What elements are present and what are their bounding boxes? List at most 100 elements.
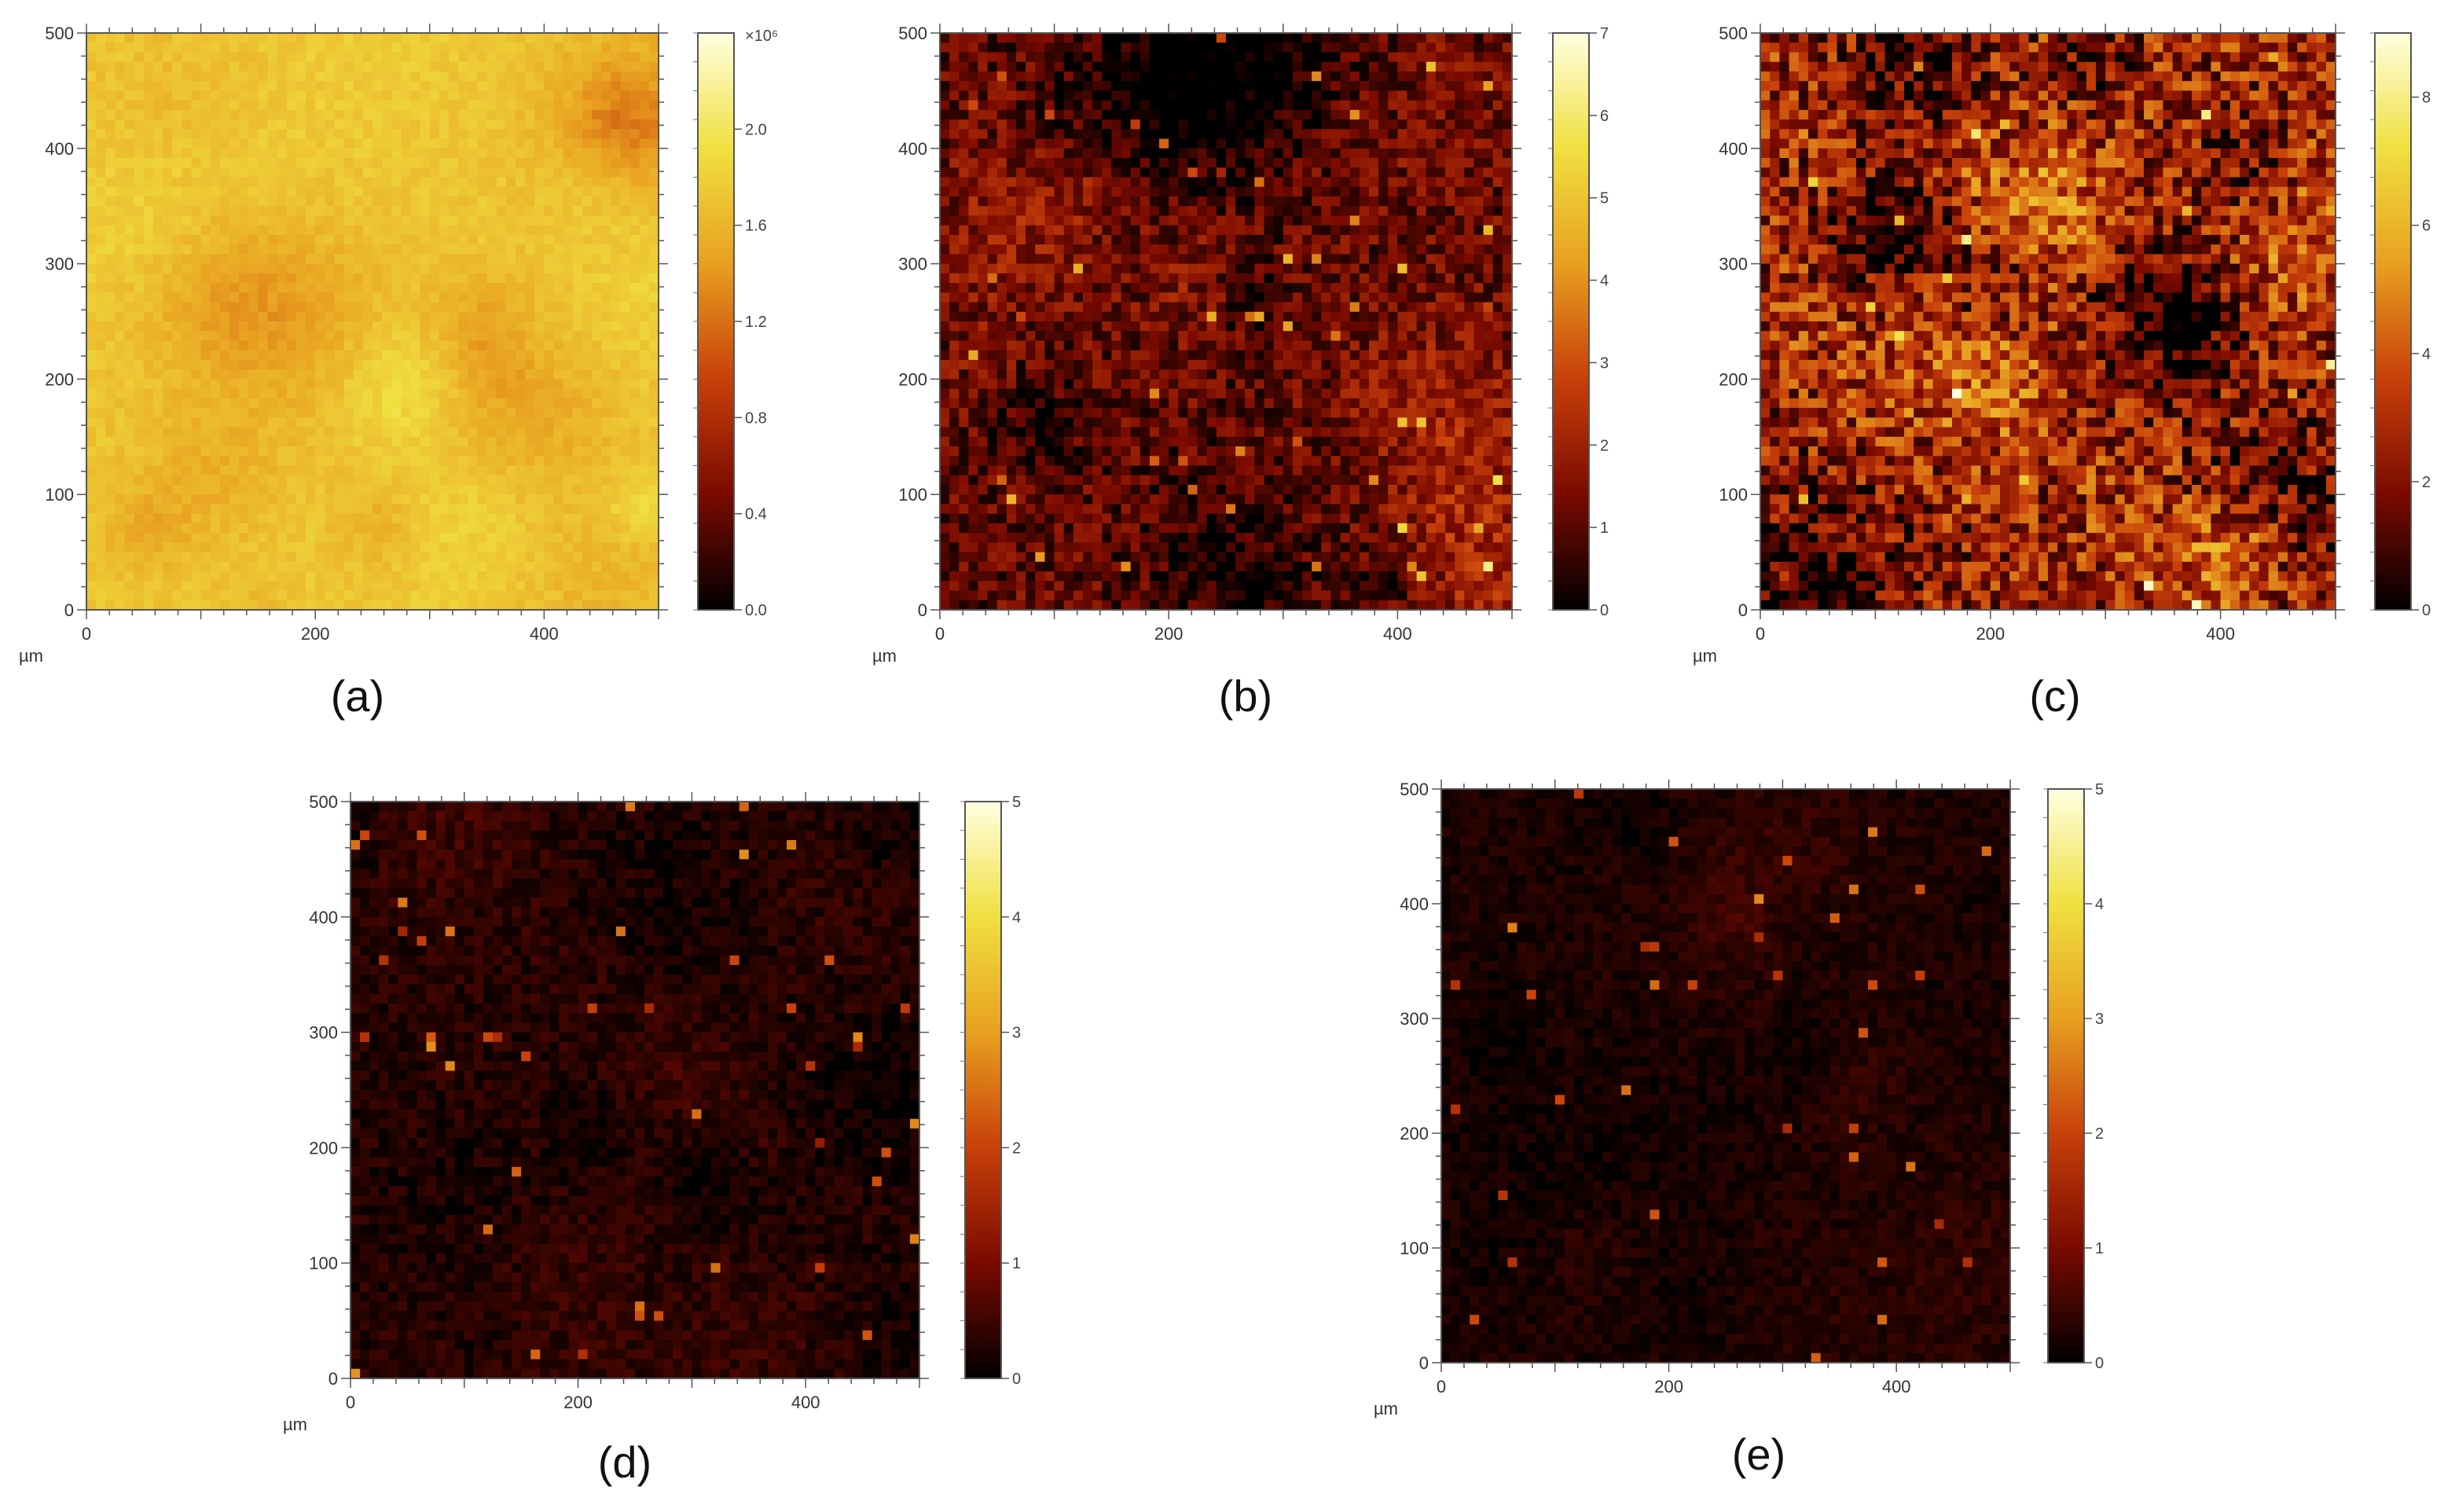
heatmap-cell: [152, 379, 163, 390]
heatmap-cell: [1321, 196, 1332, 207]
heatmap-cell: [86, 129, 97, 140]
heatmap-cell: [1273, 196, 1284, 207]
heatmap-cell: [940, 225, 950, 236]
heatmap-cell: [362, 225, 373, 236]
heatmap-cell: [172, 331, 182, 342]
heatmap-cell: [1264, 206, 1275, 217]
heatmap-cell: [1044, 215, 1055, 226]
heatmap-cell: [1206, 148, 1217, 159]
heatmap-cell: [372, 119, 383, 130]
heatmap-cell: [105, 71, 116, 82]
heatmap-cell: [315, 369, 325, 380]
heatmap-cell: [105, 350, 116, 361]
heatmap-cell: [391, 494, 402, 505]
heatmap-cell: [544, 177, 555, 188]
heatmap-cell: [1073, 206, 1084, 217]
heatmap-cell: [420, 158, 431, 168]
heatmap-cell: [1139, 100, 1150, 111]
heatmap-cell: [295, 321, 306, 332]
heatmap-cell: [620, 186, 631, 197]
heatmap-cell: [219, 263, 230, 274]
heatmap-cell: [182, 148, 193, 159]
heatmap-cell: [115, 158, 126, 168]
heatmap-cell: [315, 254, 325, 265]
heatmap-cell: [1006, 196, 1017, 207]
heatmap-cell: [1226, 167, 1236, 178]
heatmap-cell: [325, 196, 336, 207]
heatmap-cell: [477, 533, 488, 543]
heatmap-cell: [648, 340, 659, 351]
heatmap-cell: [1369, 100, 1379, 111]
heatmap-cell: [1455, 148, 1465, 159]
heatmap-cell: [429, 42, 440, 53]
heatmap-cell: [420, 196, 431, 207]
heatmap-cell: [629, 81, 640, 91]
heatmap-cell: [592, 600, 602, 611]
heatmap-cell: [1464, 148, 1475, 159]
heatmap-cell: [420, 177, 431, 188]
heatmap-cell: [525, 33, 535, 43]
heatmap-cell: [1292, 206, 1303, 217]
heatmap-cell: [1035, 138, 1046, 149]
heatmap-cell: [343, 225, 354, 236]
heatmap-cell: [315, 456, 325, 467]
heatmap-cell: [353, 273, 364, 284]
heatmap-cell: [372, 311, 383, 322]
heatmap-cell: [191, 552, 202, 563]
heatmap-cell: [96, 436, 106, 447]
heatmap-cell: [372, 42, 383, 53]
heatmap-cell: [1197, 186, 1208, 197]
heatmap-cell: [152, 427, 163, 438]
heatmap-cell: [382, 33, 392, 43]
heatmap-cell: [172, 552, 182, 563]
heatmap-cell: [219, 167, 230, 178]
heatmap-cell: [563, 600, 574, 611]
heatmap-cell: [978, 167, 989, 178]
heatmap-cell: [629, 542, 640, 553]
heatmap-cell: [315, 436, 325, 447]
heatmap-cell: [277, 273, 288, 284]
heatmap-cell: [172, 206, 182, 217]
heatmap-cell: [353, 167, 364, 178]
heatmap-cell: [105, 513, 116, 524]
heatmap-cell: [1321, 148, 1332, 159]
heatmap-cell: [382, 177, 392, 188]
heatmap-cell: [219, 359, 230, 370]
heatmap-cell: [134, 254, 145, 265]
heatmap-cell: [362, 504, 373, 515]
heatmap-cell: [1159, 119, 1169, 130]
heatmap-cell: [410, 119, 421, 130]
heatmap-cell: [1273, 148, 1284, 159]
heatmap-cell: [315, 263, 325, 274]
heatmap-cell: [248, 571, 259, 582]
heatmap-cell: [553, 475, 564, 486]
heatmap-cell: [439, 369, 450, 380]
heatmap-cell: [620, 408, 631, 418]
heatmap-cell: [391, 369, 402, 380]
heatmap-cell: [1483, 215, 1494, 226]
heatmap-cell: [306, 321, 316, 332]
heatmap-cell: [1483, 158, 1494, 168]
heatmap-cell: [1312, 234, 1322, 245]
heatmap-cell: [429, 81, 440, 91]
heatmap-cell: [267, 167, 278, 178]
heatmap-cell: [1149, 138, 1160, 149]
heatmap-cell: [334, 273, 345, 284]
heatmap-cell: [134, 398, 145, 409]
heatmap-cell: [1254, 148, 1265, 159]
heatmap-cell: [1407, 158, 1418, 168]
heatmap-cell: [592, 417, 602, 428]
heatmap-cell: [1359, 177, 1370, 188]
heatmap-cell: [286, 408, 297, 418]
heatmap-cell: [639, 552, 650, 563]
heatmap-cell: [372, 273, 383, 284]
heatmap-cell: [372, 109, 383, 120]
heatmap-cell: [420, 81, 431, 91]
heatmap-cell: [182, 571, 193, 582]
heatmap-cell: [182, 302, 193, 313]
heatmap-cell: [429, 350, 440, 361]
heatmap-cell: [143, 340, 154, 351]
heatmap-cell: [239, 81, 249, 91]
heatmap-cell: [496, 158, 507, 168]
heatmap-cell: [1302, 234, 1312, 245]
